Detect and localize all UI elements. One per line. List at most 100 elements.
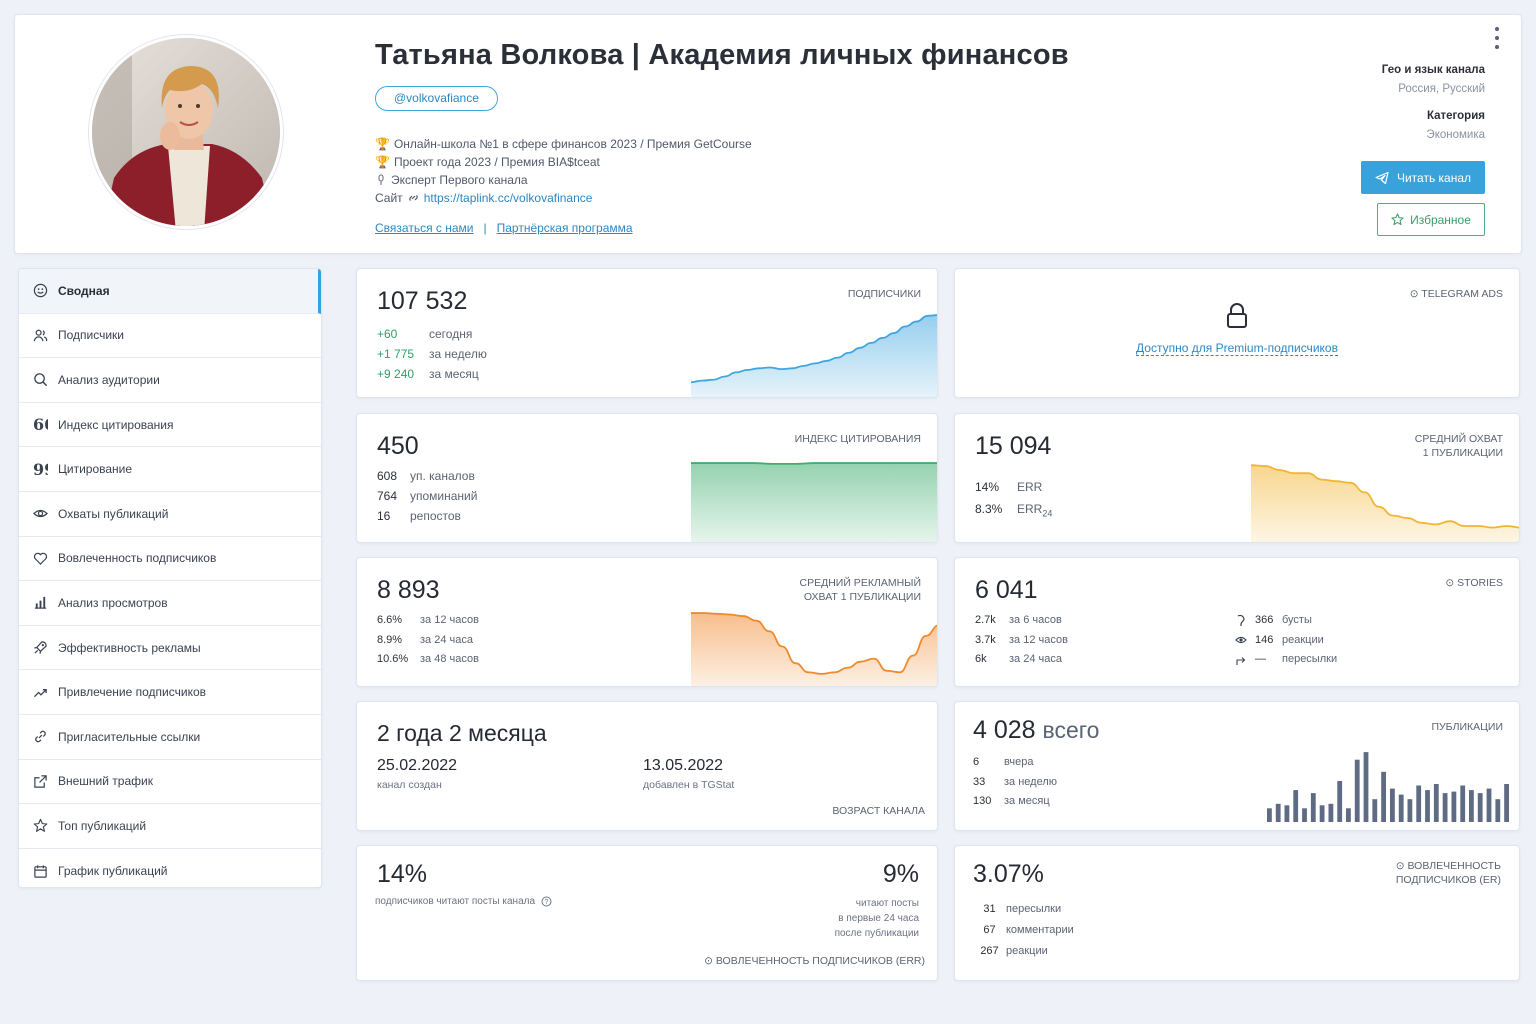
avg-reach: 15 094 — [975, 432, 1052, 460]
err-left-value: 14% — [377, 860, 428, 888]
trophy-icon: 🏆 — [375, 137, 390, 151]
channel-header: Татьяна Волкова | Академия личных финанс… — [14, 14, 1522, 254]
posts-bar[interactable] — [1398, 794, 1404, 822]
help-icon[interactable]: ? — [541, 896, 552, 907]
posts-bar[interactable] — [1328, 803, 1334, 822]
posts-bar[interactable] — [1390, 788, 1395, 822]
stat-row: 267 реакции — [973, 941, 1074, 962]
posts-bar[interactable] — [1381, 771, 1386, 822]
stat-row: 3.7k за 12 часов — [975, 631, 1068, 651]
sidebar-item[interactable]: Вовлеченность подписчиков — [19, 537, 321, 582]
posts-bar[interactable] — [1284, 805, 1290, 822]
posts-bar[interactable] — [1372, 799, 1378, 822]
sidebar-item[interactable]: Топ публикаций — [19, 804, 321, 849]
card-label-line: 1 ПУБЛИКАЦИИ — [1422, 447, 1503, 459]
channel-handle[interactable]: @volkovafiance — [375, 86, 498, 111]
stat-row: 8.9% за 24 часа — [377, 631, 479, 651]
partner-link[interactable]: Партнёрская программа — [496, 221, 633, 235]
posts-bar[interactable] — [1293, 790, 1299, 822]
sidebar-item[interactable]: Анализ аудитории — [19, 358, 321, 403]
posts-bar[interactable] — [1451, 791, 1457, 822]
posts-bar[interactable] — [1416, 785, 1422, 823]
desc-text: Эксперт Первого канала — [391, 173, 528, 187]
posts-bar[interactable] — [1354, 759, 1360, 822]
sidebar-item[interactable]: Эффективность рекламы — [19, 626, 321, 671]
stat-value: 267 — [980, 945, 999, 957]
posts-bar[interactable] — [1460, 785, 1466, 823]
sidebar-item[interactable]: Привлечение подписчиков — [19, 670, 321, 715]
citation-card[interactable]: 450 ИНДЕКС ЦИТИРОВАНИЯ 608 уп. каналов 76… — [356, 413, 938, 543]
sidebar-item[interactable]: Охваты публикаций — [19, 492, 321, 537]
posts-bar[interactable] — [1469, 790, 1474, 822]
site-label: Сайт — [375, 191, 403, 205]
posts-bar[interactable] — [1346, 808, 1351, 822]
link-icon — [35, 731, 46, 743]
posts-bar[interactable] — [1407, 799, 1413, 822]
reach-stats: 14% ERR 8.3% ERR24 — [975, 476, 1052, 524]
posts-bar[interactable] — [1267, 808, 1272, 822]
more-menu-icon[interactable] — [1493, 27, 1501, 49]
posts-bar[interactable] — [1363, 752, 1369, 822]
posts-bar[interactable] — [1425, 790, 1430, 822]
stat-value: 764 — [377, 489, 398, 503]
posts-bar[interactable] — [1442, 793, 1448, 822]
posts-bar[interactable] — [1504, 784, 1509, 822]
stat-value: 8.9% — [377, 633, 403, 646]
stat-label: реакции — [1006, 945, 1048, 957]
posts-bar[interactable] — [1310, 793, 1316, 822]
geo-value: Россия, Русский — [1398, 83, 1485, 95]
stat-label: комментарии — [1006, 924, 1074, 936]
sidebar-item[interactable]: Внешний трафик — [19, 760, 321, 805]
stat-value: 67 — [983, 924, 996, 936]
posts-bar[interactable] — [1337, 781, 1343, 822]
ad-reach-card[interactable]: 8 893 СРЕДНИЙ РЕКЛАМНЫЙ ОХВАТ 1 ПУБЛИКАЦИ… — [356, 557, 938, 687]
posts-bar[interactable] — [1477, 793, 1483, 822]
chart-line — [691, 462, 937, 465]
read-channel-button[interactable]: Читать канал — [1361, 161, 1485, 194]
stat-label: за неделю — [1004, 775, 1058, 788]
stat-row: 14% ERR — [975, 476, 1052, 498]
posts-total: 4 028 всего — [973, 716, 1099, 745]
sidebar-item[interactable]: 99 Цитирование — [19, 447, 321, 492]
sidebar-item[interactable]: 66 Индекс цитирования — [19, 403, 321, 448]
quote-close-icon: 99 — [33, 462, 48, 477]
card-label: ПОДПИСЧИКИ — [847, 288, 921, 300]
divider: | — [483, 221, 487, 235]
stat-row: 16 репостов — [377, 506, 477, 526]
stories-card[interactable]: 6 041 ⊙ STORIES 2.7k за 6 часов 3.7k за 12… — [954, 557, 1520, 687]
stat-row: 6 вчера — [973, 753, 1057, 773]
channel-title: Татьяна Волкова | Академия личных финанс… — [375, 39, 1069, 71]
stat-row: 146 реакции — [1235, 631, 1337, 651]
posts-bar[interactable] — [1486, 788, 1492, 822]
posts-card[interactable]: 4 028 всего ПУБЛИКАЦИИ 6 вчера 33 за недел… — [954, 701, 1520, 831]
sidebar-item[interactable]: График публикаций — [19, 849, 321, 887]
sidebar-item[interactable]: Пригласительные ссылки — [19, 715, 321, 760]
sidebar-item[interactable]: Сводная — [19, 269, 321, 314]
contact-link[interactable]: Связаться с нами — [375, 221, 474, 235]
created-label: канал создан — [377, 779, 442, 791]
favorite-button[interactable]: Избранное — [1377, 203, 1485, 236]
posts-bar[interactable] — [1302, 808, 1307, 822]
stat-label: ERR24 — [1017, 498, 1052, 524]
err-right-line: после публикации — [834, 928, 919, 939]
sidebar-item[interactable]: Подписчики — [19, 314, 321, 359]
err-left-text: подписчиков читают посты канала ? — [375, 896, 552, 907]
sidebar-item[interactable]: Анализ просмотров — [19, 581, 321, 626]
sidebar-item-label: График публикаций — [58, 864, 168, 879]
subscribers-card[interactable]: 107 532 ПОДПИСЧИКИ +60 сегодня +1 775 за н… — [356, 268, 938, 398]
posts-bar[interactable] — [1275, 803, 1281, 822]
bar-chart-icon — [34, 597, 47, 610]
posts-bar[interactable] — [1433, 784, 1439, 822]
posts-bar[interactable] — [1319, 805, 1325, 822]
channel-avatar[interactable] — [89, 35, 283, 229]
posts-bar[interactable] — [1495, 799, 1501, 822]
stat-row: 2.7k за 6 часов — [975, 611, 1068, 631]
reach-card[interactable]: 15 094 СРЕДНИЙ ОХВАТ 1 ПУБЛИКАЦИИ 14% ERR … — [954, 413, 1520, 543]
channel-age: 2 года 2 месяца — [377, 720, 547, 746]
stat-value: 608 — [377, 469, 398, 483]
premium-link[interactable]: Доступно для Premium-подписчиков — [955, 341, 1519, 356]
chart-area — [691, 315, 937, 397]
stat-row: 8.3% ERR24 — [975, 498, 1052, 524]
site-link[interactable]: https://taplink.cc/volkovafinance — [423, 191, 593, 205]
stat-row: 6k за 24 часа — [975, 650, 1068, 670]
